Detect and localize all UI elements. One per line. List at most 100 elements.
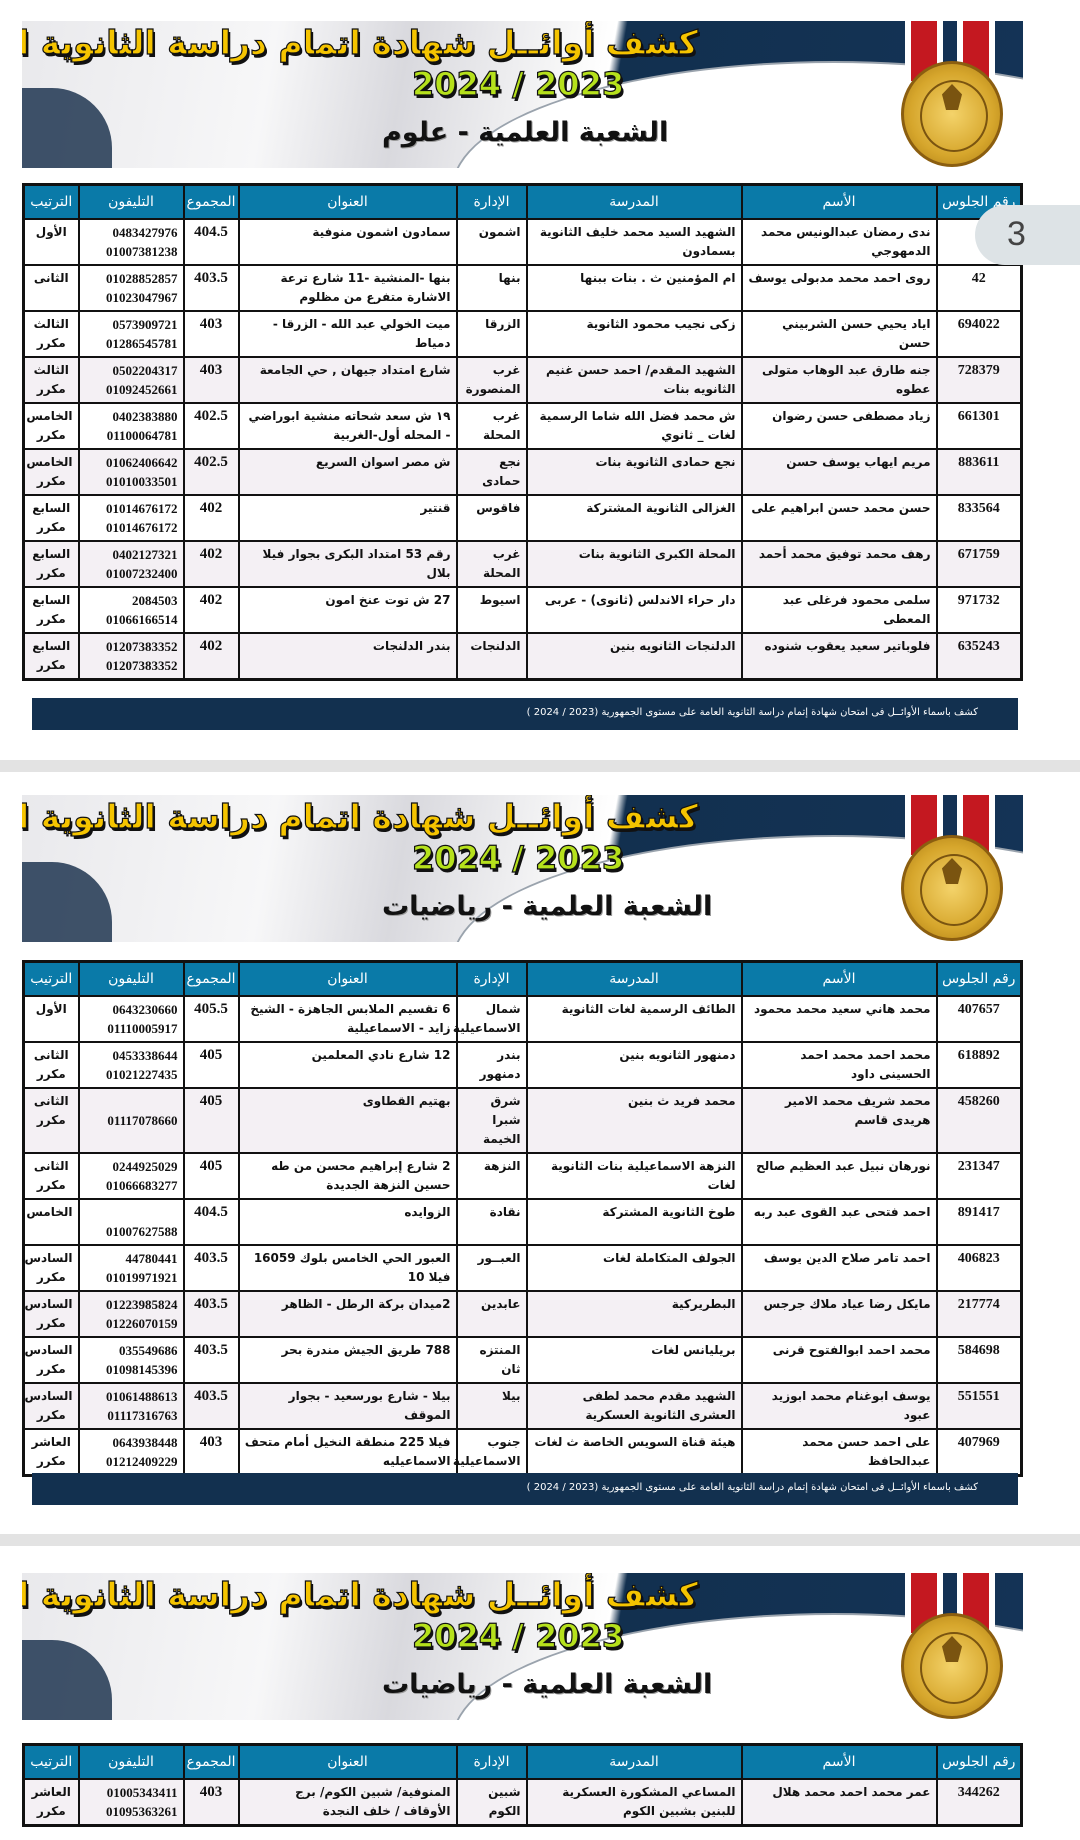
table-header-row: رقم الجلوس الأسم المدرسة الإدارة العنوان المج… [22,960,1023,997]
cell-total: 403 [182,356,240,404]
cell-name: محمد احمد محمد احمد الحسينى داود [740,1041,938,1089]
table-row: 618892 محمد احمد محمد احمد الحسينى داود دم… [22,1041,1023,1089]
cell-address: 2 شارع إبراهيم محسن من طه حسين النزهة ال… [237,1152,458,1200]
cell-phone: 0453338644 01021227435 [77,1041,185,1089]
table-row: 635243 فلوباتير سعيد يعقوب شنوده الدلنجات … [22,632,1023,681]
footer-text: كشف باسماء الأوائــل فى امتحان شهادة إتم… [526,1482,978,1493]
cell-name: جنه طارق عبد الوهاب متولى عطوه [740,356,938,404]
cell-name: محمد هاني سعيد محمد محمود [740,995,938,1043]
medal-ring [920,1632,988,1704]
column-header-rank: الترتيب [22,1743,80,1780]
cell-total: 403.5 [182,1336,240,1384]
column-header-school: المدرسة [525,1743,743,1780]
banner-decoration [22,1640,112,1720]
section-banner: كشف أوائــل شهادة اتمام دراسة الثانوية ا… [22,21,1023,168]
column-header-phone: التليفون [77,183,185,220]
table-row: 671759 رهف محمد توفيق محمد أحمد المحلة الك… [22,540,1023,588]
cell-phone: 01028852857 01023047967 [77,264,185,312]
column-header-phone: التليفون [77,1743,185,1780]
cell-address: بيلا - شارع بورسعيد - بجوار الموقف [237,1382,458,1430]
cell-rank: الخامس مكرر [22,448,80,496]
cell-total: 403 [182,1428,240,1477]
cell-total: 402 [182,494,240,542]
cell-address: بنها -المنشية -11 شارع ترعة الاشارة متفر… [237,264,458,312]
cell-name: مريم ايهاب يوسف حسن [740,448,938,496]
cell-total: 404.5 [182,218,240,266]
cell-address: رقم 53 امتداد البكرى بجوار فيلا بلال [237,540,458,588]
cell-name: رهف محمد توفيق محمد أحمد [740,540,938,588]
cell-phone: 2084503 01066166514 [77,586,185,634]
cell-phone: 035549686 01098145396 [77,1336,185,1384]
column-header-total: المجموع [182,1743,240,1780]
section-banner: كشف أوائــل شهادة اتمام دراسة الثانوية ا… [22,1573,1023,1720]
cell-total: 403.5 [182,1244,240,1292]
cell-rank: الثالث مكرر [22,356,80,404]
cell-seat: 635243 [935,632,1023,681]
cell-school: المساعي المشكورة العسكرية للبنين بشبين ا… [525,1778,743,1827]
cell-name: حسن محمد حسن ابراهيم على [740,494,938,542]
cell-name: سلمى محمود فرغلى عبد المعطى [740,586,938,634]
cell-admin: العبــور [455,1244,528,1292]
cell-admin: النزهة [455,1152,528,1200]
cell-admin: غرب المنصورة [455,356,528,404]
cell-phone: 0402383880 01100064781 [77,402,185,450]
column-header-phone: التليفون [77,960,185,997]
cell-phone: 01117078660 [77,1087,185,1154]
cell-address: 6 تقسيم الملابس الجاهزة - الشيخ زايد - ا… [237,995,458,1043]
table-row: 891417 احمد فتحى عبد القوى عبد ربه طوخ الث… [22,1198,1023,1246]
cell-address: العبور الحي الخامس بلوك 16059 فيلا 10 [237,1244,458,1292]
cell-total: 403 [182,310,240,358]
medal-disc [901,1613,1003,1719]
cell-rank: السادس مكرر [22,1290,80,1338]
table-row: 42 روى احمد محمد مدبولى يوسف ام المؤمنين ث… [22,264,1023,312]
cell-name: روى احمد محمد مدبولى يوسف [740,264,938,312]
cell-seat: 42 [935,264,1023,312]
table-row: 406823 احمد تامر صلاح الدين يوسف الجولف ال… [22,1244,1023,1292]
footer-bar: كشف باسماء الأوائــل فى امتحان شهادة إتم… [32,698,1018,730]
cell-seat: 584698 [935,1336,1023,1384]
cell-school: بريليانس لغات [525,1336,743,1384]
cell-name: مايكل رضا عياد ملاك جرجس [740,1290,938,1338]
cell-total: 402.5 [182,448,240,496]
table-row: 883611 مريم ايهاب يوسف حسن نجع حمادى الثان… [22,448,1023,496]
medal-ring [920,854,988,926]
medal-disc [901,61,1003,167]
cell-seat: 344262 [935,1778,1023,1827]
cell-admin: غرب المحلة [455,402,528,450]
page-number: 3 [1007,215,1026,253]
cell-name: فلوباتير سعيد يعقوب شنوده [740,632,938,681]
cell-address: فيلا 225 منطقة النخيل أمام متحف الاسماعي… [237,1428,458,1477]
cell-total: 405.5 [182,995,240,1043]
cell-phone: 01062406642 01010033501 [77,448,185,496]
ministry-logo [895,1573,1005,1720]
table-row: 694022 اياد يحيي حسن الشربيني حسن زكى نجيب… [22,310,1023,358]
cell-admin: المنتزه ثان [455,1336,528,1384]
cell-admin: اشمون [455,218,528,266]
ministry-logo [895,795,1005,942]
page-number-badge[interactable]: 3 [975,205,1080,265]
cell-address: سمادون اشمون منوفية [237,218,458,266]
cell-phone: 0643938448 01212409229 [77,1428,185,1477]
cell-address: ١٩ ش سعد شحاته منشية ابوراضي - المحله أو… [237,402,458,450]
cell-name: احمد تامر صلاح الدين يوسف [740,1244,938,1292]
table-row: 551551 يوسف ابوغنام محمد ابوزيد عبود الشهي… [22,1382,1023,1430]
cell-phone: 01014676172 01014676172 [77,494,185,542]
results-table: رقم الجلوس الأسم المدرسة الإدارة العنوان المج… [22,1743,1023,1827]
cell-rank: السابع مكرر [22,586,80,634]
cell-total: 405 [182,1041,240,1089]
cell-school: ام المؤمنين ث . بنات ببنها [525,264,743,312]
cell-seat: 661301 [935,402,1023,450]
table-row: 344262 عمر محمد احمد محمد هلال المساعي الم… [22,1778,1023,1827]
cell-address: قنتير [237,494,458,542]
table-row: 661301 زياد مصطفى حسن رضوان ش محمد فضل الل… [22,402,1023,450]
page-separator [0,1534,1080,1546]
table-row: 231347 نورهان نبيل عبد العظيم صالح النزهة … [22,1152,1023,1200]
cell-total: 403.5 [182,1382,240,1430]
table-row: 407969 على احمد حسن محمد عبدالحافظ هيئة قن… [22,1428,1023,1477]
cell-rank: السادس مكرر [22,1382,80,1430]
cell-rank: العاشر مكرر [22,1778,80,1827]
cell-name: احمد فتحى عبد القوى عبد ربه [740,1198,938,1246]
cell-phone: 01223985824 01226070159 [77,1290,185,1338]
ministry-logo [895,21,1005,168]
cell-phone: 44780441 01019971921 [77,1244,185,1292]
